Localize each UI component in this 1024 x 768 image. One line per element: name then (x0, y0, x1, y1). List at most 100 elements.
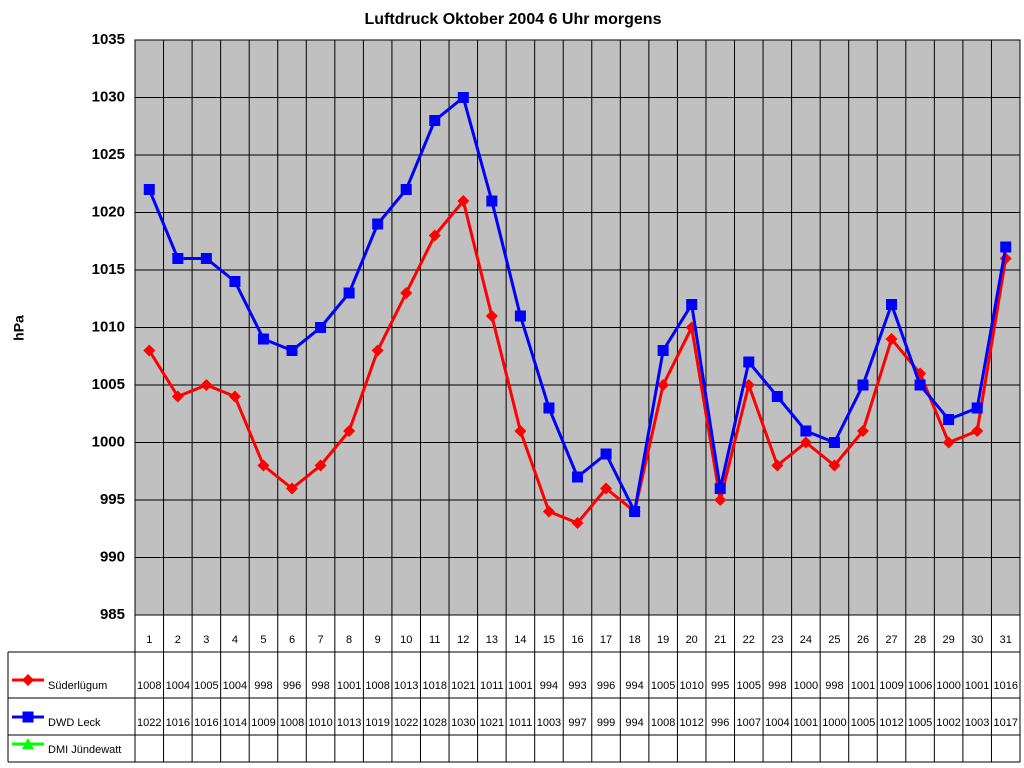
marker (771, 459, 784, 472)
marker (600, 448, 612, 460)
y-tick-label: 1005 (92, 376, 125, 393)
table-value: 993 (568, 680, 586, 692)
table-value: 1021 (480, 717, 504, 729)
marker (885, 333, 898, 345)
marker (343, 287, 355, 299)
marker (629, 506, 641, 517)
legend-label: DMI Jündewatt (48, 744, 121, 756)
marker (714, 483, 726, 494)
table-value: 994 (625, 717, 643, 729)
marker (400, 287, 413, 299)
marker (371, 344, 384, 357)
y-tick-label: 1035 (92, 31, 125, 48)
table-value: 1005 (908, 717, 932, 729)
x-tick-label: 26 (857, 634, 869, 646)
marker (542, 505, 555, 518)
marker (314, 459, 327, 472)
table-value: 1004 (223, 680, 247, 692)
table-value: 1028 (423, 717, 447, 729)
table-value: 1009 (251, 717, 275, 729)
table-value: 1001 (337, 680, 361, 692)
marker (971, 402, 983, 414)
x-tick-label: 5 (260, 634, 266, 646)
table-value: 1006 (908, 680, 932, 692)
marker (172, 253, 184, 264)
marker (457, 92, 469, 103)
marker (571, 517, 584, 529)
x-tick-label: 25 (828, 634, 840, 646)
x-tick-label: 23 (771, 634, 783, 646)
table-value: 996 (711, 717, 729, 729)
x-tick-label: 22 (743, 634, 755, 646)
table-value: 1001 (508, 680, 532, 692)
x-tick-label: 6 (289, 634, 295, 646)
y-tick-label: 1010 (92, 318, 125, 335)
table-value: 1022 (394, 717, 418, 729)
x-tick-label: 14 (514, 634, 526, 646)
table-value: 1000 (794, 680, 818, 692)
table-value: 1001 (965, 680, 989, 692)
x-tick-label: 3 (203, 634, 209, 646)
table-value: 1004 (166, 680, 190, 692)
x-tick-label: 31 (1000, 634, 1012, 646)
marker (828, 459, 841, 472)
marker (914, 379, 926, 391)
marker (657, 379, 670, 391)
x-tick-label: 7 (318, 634, 324, 646)
marker (400, 184, 412, 195)
marker (257, 333, 269, 345)
y-tick-label: 1025 (92, 146, 125, 163)
y-tick-label: 1015 (92, 261, 125, 278)
x-tick-label: 21 (714, 634, 726, 646)
table-value: 1012 (679, 717, 703, 729)
table-value: 995 (711, 680, 729, 692)
table-value: 1011 (480, 680, 504, 692)
x-tick-label: 20 (686, 634, 698, 646)
marker (228, 390, 241, 403)
marker (429, 115, 441, 126)
table-value: 1021 (451, 680, 475, 692)
table-value: 1005 (651, 680, 675, 692)
legend-label: DWD Leck (48, 717, 101, 729)
table-value: 1005 (194, 680, 218, 692)
marker (800, 425, 812, 437)
marker (971, 425, 984, 437)
table-value: 1008 (651, 717, 675, 729)
x-tick-label: 24 (800, 634, 812, 646)
marker (22, 674, 34, 686)
y-tick-label: 990 (100, 548, 125, 565)
table-value: 1008 (365, 680, 389, 692)
x-tick-label: 16 (571, 634, 583, 646)
x-tick-label: 10 (400, 634, 412, 646)
table-value: 1019 (365, 717, 389, 729)
marker (143, 184, 155, 195)
table-value: 1003 (965, 717, 989, 729)
marker (856, 425, 869, 437)
x-tick-label: 18 (628, 634, 640, 646)
marker (22, 711, 34, 723)
marker (743, 356, 755, 368)
table-value: 998 (311, 680, 329, 692)
marker (428, 229, 441, 242)
table-value: 1005 (737, 680, 761, 692)
table-value: 1001 (794, 717, 818, 729)
marker (1000, 241, 1012, 253)
x-tick-label: 30 (971, 634, 983, 646)
table-value: 994 (625, 680, 643, 692)
marker (372, 218, 384, 230)
table-value: 1013 (337, 717, 361, 729)
marker (457, 195, 470, 207)
y-axis-label: hPa (11, 315, 27, 341)
x-tick-label: 12 (457, 634, 469, 646)
table-value: 996 (283, 680, 301, 692)
marker (315, 322, 327, 333)
x-tick-label: 8 (346, 634, 352, 646)
table-value: 1016 (993, 680, 1017, 692)
y-tick-label: 1000 (92, 433, 125, 450)
marker (600, 482, 613, 495)
table-value: 1002 (936, 717, 960, 729)
marker (799, 436, 812, 449)
table-value: 996 (597, 680, 615, 692)
marker (514, 310, 526, 322)
